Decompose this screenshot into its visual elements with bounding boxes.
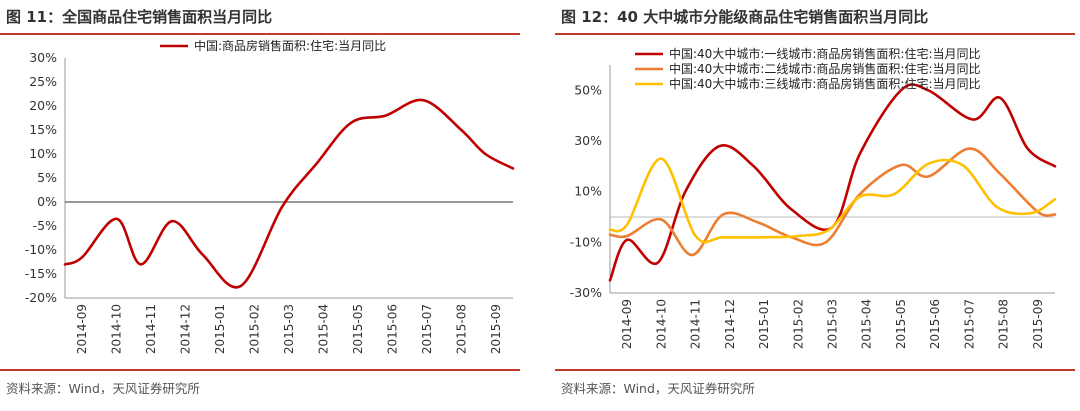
x-tick-label: 2015-08	[997, 299, 1011, 349]
bottom-rule	[555, 369, 1075, 371]
line-chart-national: 30% 25% 20% 15% 10% 5% 0% -5% -10% -15% -20% 2014-0…	[25, 38, 515, 354]
series-line	[608, 157, 1057, 244]
y-tick-label: 20%	[29, 98, 57, 113]
y-tick-label: 25%	[29, 74, 57, 89]
y-tick-label: -30%	[570, 285, 602, 300]
y-tick-label: -15%	[25, 266, 57, 281]
x-tick-label: 2015-09	[489, 304, 503, 354]
y-tick-label: -10%	[570, 234, 602, 249]
x-tick-label: 2015-04	[316, 304, 330, 354]
x-tick-label: 2015-06	[928, 299, 942, 349]
x-tick-label: 2014-11	[689, 299, 703, 349]
x-tick-label: 2014-09	[620, 299, 634, 349]
line-chart-40-cities: 50% 30% 10% -10% -30% 2014-09 2014-10 2014-11 20…	[570, 46, 1057, 349]
chart-panel-right: 图 12：40 大中城市分能级商品住宅销售面积当月同比 50% 30% 10% -10…	[555, 0, 1075, 411]
x-tick-label: 2015-07	[962, 299, 976, 349]
x-tick-label: 2014-09	[75, 304, 89, 354]
x-tick-label: 2015-03	[826, 299, 840, 349]
x-tick-label: 2015-08	[454, 304, 468, 354]
series-line	[608, 83, 1057, 282]
bottom-rule	[0, 369, 520, 371]
x-tick-label: 2015-06	[385, 304, 399, 354]
series-line	[608, 147, 1057, 257]
chart-panel-left: 图 11：全国商品住宅销售面积当月同比 30% 25% 20% 15% 10% 5% 0% -…	[0, 0, 520, 411]
y-tick-label: -10%	[25, 242, 57, 257]
x-tick-label: 2015-01	[757, 299, 771, 349]
legend-label: 中国:商品房销售面积:住宅:当月同比	[194, 38, 386, 53]
y-tick-label: -20%	[25, 290, 57, 305]
y-tick-label: 0%	[37, 194, 57, 209]
y-tick-label: 30%	[574, 133, 602, 148]
figure-title: 图 11：全国商品住宅销售面积当月同比	[6, 8, 273, 26]
y-tick-label: 50%	[574, 82, 602, 97]
x-tick-label: 2014-10	[110, 304, 124, 354]
x-tick-label: 2014-11	[144, 304, 158, 354]
legend-label: 中国:40大中城市:三线城市:商品房销售面积:住宅:当月同比	[669, 76, 981, 91]
x-tick-label: 2015-01	[213, 304, 227, 354]
legend-label: 中国:40大中城市:一线城市:商品房销售面积:住宅:当月同比	[669, 46, 981, 61]
x-tick-label: 2015-05	[894, 299, 908, 349]
x-tick-label: 2014-12	[723, 299, 737, 349]
source-note: 资料来源：Wind，天风证券研究所	[561, 381, 755, 396]
x-tick-label: 2015-09	[1031, 299, 1045, 349]
figure-title: 图 12：40 大中城市分能级商品住宅销售面积当月同比	[561, 8, 929, 26]
y-tick-label: 30%	[29, 50, 57, 65]
legend-label: 中国:40大中城市:二线城市:商品房销售面积:住宅:当月同比	[669, 61, 981, 76]
source-note: 资料来源：Wind，天风证券研究所	[6, 381, 200, 396]
y-tick-label: 10%	[574, 184, 602, 199]
x-tick-label: 2015-02	[248, 304, 262, 354]
y-tick-label: 5%	[37, 170, 57, 185]
x-tick-label: 2015-02	[791, 299, 805, 349]
y-tick-label: 15%	[29, 122, 57, 137]
y-tick-label: 10%	[29, 146, 57, 161]
top-rule	[0, 33, 520, 35]
x-tick-label: 2015-07	[420, 304, 434, 354]
x-tick-label: 2014-12	[179, 304, 193, 354]
series-line	[63, 98, 515, 289]
x-tick-label: 2014-10	[654, 299, 668, 349]
x-tick-label: 2015-05	[351, 304, 365, 354]
y-tick-label: -5%	[33, 218, 57, 233]
x-tick-label: 2015-04	[860, 299, 874, 349]
x-tick-label: 2015-03	[282, 304, 296, 354]
top-rule	[555, 33, 1075, 35]
